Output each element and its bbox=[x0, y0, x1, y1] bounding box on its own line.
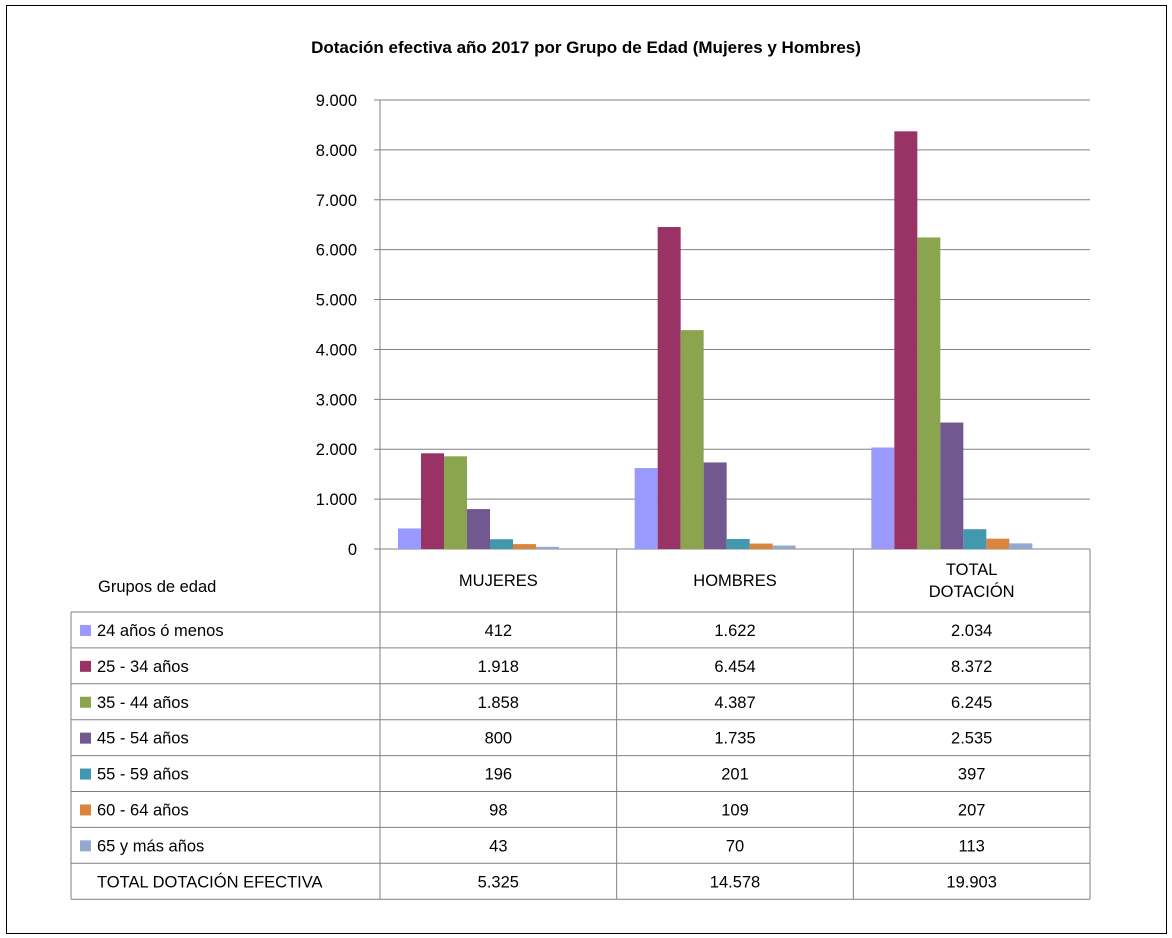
legend-label: 45 - 54 años bbox=[97, 730, 189, 748]
y-tick-label: 7.000 bbox=[316, 192, 357, 210]
bar-45-54-anos-total-dotacion bbox=[940, 422, 964, 549]
total-cell: 19.903 bbox=[946, 873, 996, 891]
y-tick-label: 2.000 bbox=[316, 441, 357, 459]
total-cell: 5.325 bbox=[478, 873, 519, 891]
table-cell: 2.535 bbox=[951, 730, 992, 748]
legend-label: 24 años ó menos bbox=[97, 622, 224, 640]
table-cell: 397 bbox=[958, 766, 986, 784]
legend-label: 60 - 64 años bbox=[97, 801, 189, 819]
legend-key-24-anos-o-menos bbox=[80, 624, 91, 636]
table-cell: 201 bbox=[721, 766, 749, 784]
legend-label: 35 - 44 años bbox=[97, 694, 189, 712]
table-cell: 6.245 bbox=[951, 694, 992, 712]
category-label: DOTACIÓN bbox=[929, 582, 1015, 601]
bar-25-34-anos-total-dotacion bbox=[894, 131, 918, 550]
table-cell: 98 bbox=[489, 801, 507, 819]
category-label: MUJERES bbox=[459, 572, 538, 590]
bar-24-anos-o-menos-total-dotacion bbox=[871, 447, 895, 549]
bar-45-54-anos-mujeres bbox=[467, 509, 490, 549]
legend-label: 25 - 34 años bbox=[97, 658, 189, 676]
category-label: HOMBRES bbox=[693, 572, 776, 590]
table-cell: 412 bbox=[485, 622, 513, 640]
chart-title: Dotación efectiva año 2017 por Grupo de … bbox=[311, 38, 861, 57]
table-cell: 1.735 bbox=[714, 730, 755, 748]
legend-key-55-59-anos bbox=[80, 768, 91, 780]
table-cell: 8.372 bbox=[951, 658, 992, 676]
bar-65-y-mas-anos-total-dotacion bbox=[1009, 543, 1033, 549]
table-cell: 109 bbox=[721, 801, 749, 819]
table-cell: 2.034 bbox=[951, 622, 992, 640]
table-cell: 800 bbox=[485, 730, 513, 748]
bar-60-64-anos-hombres bbox=[749, 543, 773, 549]
legend-key-60-64-anos bbox=[80, 804, 91, 816]
table-cell: 1.622 bbox=[714, 622, 755, 640]
table-cell: 1.918 bbox=[478, 658, 519, 676]
chart-frame bbox=[6, 5, 1167, 934]
y-tick-label: 4.000 bbox=[316, 341, 357, 359]
bar-55-59-anos-hombres bbox=[726, 538, 750, 549]
table-cell: 6.454 bbox=[714, 658, 755, 676]
bar-35-44-anos-hombres bbox=[680, 330, 704, 549]
table-header-label: Grupos de edad bbox=[98, 578, 216, 596]
y-tick-label: 8.000 bbox=[316, 142, 357, 160]
legend-label: 65 y más años bbox=[97, 837, 204, 855]
legend-key-45-54-anos bbox=[80, 732, 91, 744]
table-cell: 113 bbox=[959, 837, 985, 855]
bar-25-34-anos-mujeres bbox=[421, 453, 444, 549]
legend-label: 55 - 59 años bbox=[97, 766, 189, 784]
bar-24-anos-o-menos-hombres bbox=[634, 468, 658, 549]
bar-24-anos-o-menos-mujeres bbox=[398, 528, 421, 549]
table-cell: 1.858 bbox=[478, 694, 519, 712]
legend-key-25-34-anos bbox=[80, 660, 91, 672]
table-cell: 4.387 bbox=[714, 694, 755, 712]
bar-65-y-mas-anos-mujeres bbox=[536, 546, 559, 549]
y-tick-label: 5.000 bbox=[316, 292, 357, 310]
y-tick-label: 0 bbox=[348, 541, 357, 559]
legend-key-65-y-mas-anos bbox=[80, 840, 91, 852]
bar-55-59-anos-mujeres bbox=[490, 539, 513, 549]
y-tick-label: 6.000 bbox=[316, 242, 357, 260]
y-tick-label: 9.000 bbox=[316, 92, 357, 110]
bar-60-64-anos-total-dotacion bbox=[986, 538, 1010, 549]
bar-35-44-anos-mujeres bbox=[444, 456, 467, 549]
table-cell: 207 bbox=[958, 801, 986, 819]
bar-55-59-anos-total-dotacion bbox=[963, 529, 987, 549]
bar-35-44-anos-total-dotacion bbox=[917, 237, 941, 549]
y-tick-label: 3.000 bbox=[316, 391, 357, 409]
legend-key-35-44-anos bbox=[80, 696, 91, 708]
total-row-label: TOTAL DOTACIÓN EFECTIVA bbox=[97, 872, 323, 891]
bar-25-34-anos-hombres bbox=[657, 227, 681, 550]
bar-60-64-anos-mujeres bbox=[513, 544, 536, 549]
bar-45-54-anos-hombres bbox=[703, 462, 727, 549]
bar-65-y-mas-anos-hombres bbox=[772, 545, 796, 549]
total-cell: 14.578 bbox=[710, 873, 760, 891]
table-cell: 43 bbox=[489, 837, 507, 855]
category-label: TOTAL bbox=[946, 561, 998, 579]
y-tick-label: 1.000 bbox=[316, 491, 357, 509]
table-cell: 196 bbox=[485, 766, 513, 784]
table-cell: 70 bbox=[726, 837, 744, 855]
